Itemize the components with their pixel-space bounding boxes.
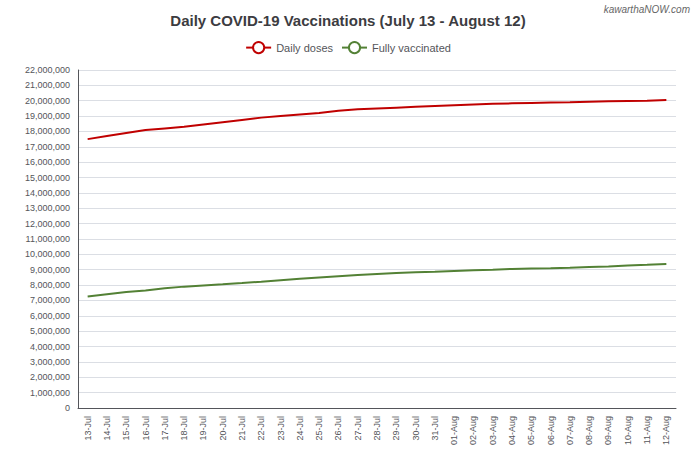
svg-text:18-Jul: 18-Jul [179, 416, 189, 441]
svg-text:20-Jul: 20-Jul [218, 416, 228, 441]
svg-text:Daily COVID-19 Vaccinations (J: Daily COVID-19 Vaccinations (July 13 - A… [170, 12, 525, 29]
svg-text:08-Aug: 08-Aug [584, 416, 594, 445]
svg-text:17,000,000: 17,000,000 [25, 142, 70, 152]
svg-text:26-Jul: 26-Jul [333, 416, 343, 441]
svg-text:16,000,000: 16,000,000 [25, 157, 70, 167]
svg-text:27-Jul: 27-Jul [353, 416, 363, 441]
svg-text:12,000,000: 12,000,000 [25, 219, 70, 229]
svg-text:13-Jul: 13-Jul [83, 416, 93, 441]
svg-text:8,000,000: 8,000,000 [30, 280, 70, 290]
svg-text:02-Aug: 02-Aug [468, 416, 478, 445]
svg-text:23-Jul: 23-Jul [276, 416, 286, 441]
svg-text:0: 0 [65, 403, 70, 413]
svg-text:13,000,000: 13,000,000 [25, 203, 70, 213]
svg-text:14,000,000: 14,000,000 [25, 188, 70, 198]
svg-text:Daily doses: Daily doses [276, 42, 333, 54]
svg-text:30-Jul: 30-Jul [411, 416, 421, 441]
svg-text:24-Jul: 24-Jul [295, 416, 305, 441]
svg-text:11,000,000: 11,000,000 [26, 234, 70, 244]
svg-text:9,000,000: 9,000,000 [30, 265, 70, 275]
svg-text:22-Jul: 22-Jul [256, 416, 266, 441]
svg-text:2,000,000: 2,000,000 [30, 372, 70, 382]
svg-text:10,000,000: 10,000,000 [25, 249, 70, 259]
svg-text:04-Aug: 04-Aug [507, 416, 517, 445]
svg-text:15-Jul: 15-Jul [121, 416, 131, 441]
svg-text:29-Jul: 29-Jul [391, 416, 401, 441]
svg-text:09-Aug: 09-Aug [603, 416, 613, 445]
svg-text:15,000,000: 15,000,000 [25, 173, 70, 183]
svg-text:01-Aug: 01-Aug [449, 416, 459, 445]
svg-text:21,000,000: 21,000,000 [25, 80, 70, 90]
svg-text:11-Aug: 11-Aug [642, 416, 652, 444]
svg-text:17-Jul: 17-Jul [160, 416, 170, 441]
svg-text:19,000,000: 19,000,000 [25, 111, 70, 121]
svg-text:6,000,000: 6,000,000 [30, 311, 70, 321]
svg-text:31-Jul: 31-Jul [430, 416, 440, 441]
svg-text:06-Aug: 06-Aug [546, 416, 556, 445]
svg-text:18,000,000: 18,000,000 [25, 126, 70, 136]
svg-text:5,000,000: 5,000,000 [30, 326, 70, 336]
svg-text:4,000,000: 4,000,000 [30, 342, 70, 352]
svg-text:07-Aug: 07-Aug [565, 416, 575, 445]
svg-text:19-Jul: 19-Jul [198, 416, 208, 441]
svg-text:05-Aug: 05-Aug [526, 416, 536, 445]
svg-text:28-Jul: 28-Jul [372, 416, 382, 441]
svg-text:20,000,000: 20,000,000 [25, 96, 70, 106]
svg-text:Fully vaccinated: Fully vaccinated [372, 42, 451, 54]
svg-text:25-Jul: 25-Jul [314, 416, 324, 441]
svg-text:12-Aug: 12-Aug [661, 416, 671, 445]
svg-text:3,000,000: 3,000,000 [30, 357, 70, 367]
svg-text:1,000,000: 1,000,000 [30, 388, 70, 398]
svg-text:7,000,000: 7,000,000 [30, 295, 70, 305]
svg-text:10-Aug: 10-Aug [623, 416, 633, 445]
svg-text:21-Jul: 21-Jul [237, 416, 247, 441]
svg-text:03-Aug: 03-Aug [488, 416, 498, 445]
svg-text:kawarthaNOW.com: kawarthaNOW.com [604, 4, 690, 15]
svg-text:22,000,000: 22,000,000 [25, 65, 70, 75]
svg-text:14-Jul: 14-Jul [102, 416, 112, 441]
svg-text:16-Jul: 16-Jul [141, 416, 151, 441]
